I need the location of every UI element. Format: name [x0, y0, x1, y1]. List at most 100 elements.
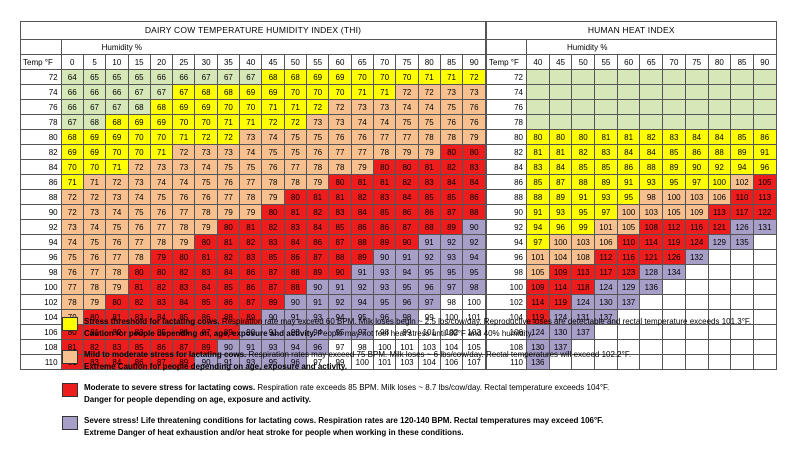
- thi-value-cell: 76: [105, 234, 129, 250]
- thi-value-cell: 91: [395, 249, 419, 265]
- thi-humidity-header: 75: [395, 54, 419, 70]
- thi-value-cell: 73: [372, 99, 397, 115]
- thi-corner: [20, 39, 62, 55]
- thi-value-cell: 80: [127, 264, 151, 280]
- thi-value-cell: 84: [105, 354, 129, 370]
- thi-value-cell: 70: [105, 144, 129, 160]
- hhi-humidity-header: 60: [616, 54, 641, 70]
- hhi-value-cell: 81: [594, 129, 618, 145]
- hhi-value-cell: 90: [684, 159, 709, 175]
- hhi-value-cell: 91: [616, 174, 641, 190]
- thi-value-cell: 90: [372, 249, 397, 265]
- thi-value-cell: 82: [306, 204, 330, 220]
- table-row: 110 136: [486, 354, 777, 370]
- thi-value-cell: 68: [216, 84, 241, 100]
- legend-line2: Danger for people depending on age, expo…: [84, 395, 312, 404]
- hhi-value-cell: [684, 114, 709, 130]
- hhi-value-cell: 122: [752, 204, 777, 220]
- hhi-value-cell: [707, 279, 732, 295]
- thi-value-cell: 69: [105, 129, 129, 145]
- hhi-value-cell: 101: [594, 219, 618, 235]
- thi-value-cell: 69: [328, 69, 352, 85]
- hhi-value-cell: 86: [684, 144, 709, 160]
- hhi-value-cell: [752, 324, 777, 340]
- hhi-humidity-header: 80: [707, 54, 732, 70]
- thi-value-cell: 88: [417, 219, 441, 235]
- thi-temp-cell: 94: [20, 234, 62, 250]
- table-row: 88 88 89 91 93 95 98 100 103 106 110 113: [486, 189, 777, 205]
- thi-value-cell: 79: [172, 234, 196, 250]
- hhi-value-cell: 85: [730, 129, 754, 145]
- thi-value-cell: 82: [395, 174, 419, 190]
- thi-value-cell: 68: [283, 69, 308, 85]
- thi-humidity-header: 35: [216, 54, 241, 70]
- hhi-temp-cell: 80: [486, 129, 527, 145]
- thi-value-cell: 66: [82, 84, 107, 100]
- thi-value-cell: 85: [127, 339, 151, 355]
- table-row: 72: [486, 69, 777, 85]
- legend-item-moderate: Moderate to severe stress for lactating …: [62, 382, 782, 412]
- table-row: 102 114 119 124 130 137: [486, 294, 777, 310]
- thi-temp-cell: 78: [20, 114, 62, 130]
- thi-value-cell: 72: [60, 204, 84, 220]
- hhi-value-cell: 100: [707, 174, 732, 190]
- thi-value-cell: 80: [372, 159, 397, 175]
- hhi-header-row: Temp °F 40 45 50 55 60 65 70 75 80 85 90: [486, 54, 777, 70]
- thi-humidity-header: 20: [149, 54, 174, 70]
- hhi-value-cell: 135: [730, 234, 754, 250]
- thi-value-cell: 91: [239, 339, 263, 355]
- hhi-value-cell: 81: [616, 129, 641, 145]
- hhi-value-cell: 89: [730, 144, 754, 160]
- hhi-temp-cell: 74: [486, 84, 527, 100]
- thi-value-cell: 95: [372, 294, 397, 310]
- hhi-value-cell: [707, 249, 732, 265]
- hhi-value-cell: [526, 114, 550, 130]
- hhi-value-cell: [707, 324, 732, 340]
- thi-value-cell: 79: [239, 204, 263, 220]
- thi-value-cell: 80: [462, 144, 486, 160]
- hhi-value-cell: 124: [594, 279, 618, 295]
- hhi-temp-cell: 104: [486, 309, 527, 325]
- hhi-table: HUMAN HEAT INDEX Humidity % Temp °F 40 45 5…: [486, 21, 777, 370]
- hhi-value-cell: [662, 294, 686, 310]
- hhi-value-cell: [730, 99, 754, 115]
- thi-value-cell: 89: [261, 294, 285, 310]
- thi-value-cell: 71: [350, 84, 374, 100]
- thi-value-cell: 91: [417, 234, 441, 250]
- hhi-value-cell: [730, 249, 754, 265]
- hhi-value-cell: 92: [707, 159, 732, 175]
- thi-value-cell: 74: [350, 114, 374, 130]
- thi-temp-cell: 104: [20, 309, 62, 325]
- thi-value-cell: 94: [328, 309, 352, 325]
- thi-value-cell: 76: [328, 129, 352, 145]
- thi-value-cell: 74: [194, 159, 218, 175]
- thi-value-cell: 92: [350, 279, 374, 295]
- thi-value-cell: 73: [172, 159, 196, 175]
- thi-value-cell: 86: [417, 204, 441, 220]
- table-row: 74: [486, 84, 777, 100]
- hhi-value-cell: [639, 324, 664, 340]
- thi-humidity-label: Humidity %: [60, 39, 487, 55]
- hhi-value-cell: 124: [571, 294, 596, 310]
- legend-line1: Mild to moderate stress for lactating co…: [84, 350, 632, 359]
- thi-humidity-header: 25: [172, 54, 196, 70]
- thi-value-cell: 78: [306, 159, 330, 175]
- hhi-temp-cell: 82: [486, 144, 527, 160]
- hhi-value-cell: 97: [684, 174, 709, 190]
- thi-value-cell: 86: [395, 204, 419, 220]
- legend-swatch-red: [62, 383, 78, 397]
- hhi-value-cell: 94: [730, 159, 754, 175]
- thi-value-cell: 70: [395, 69, 419, 85]
- table-row: 104 119 124 131 137: [486, 309, 777, 325]
- thi-value-cell: 82: [172, 264, 196, 280]
- thi-value-cell: 82: [105, 324, 129, 340]
- thi-value-cell: 89: [172, 354, 196, 370]
- hhi-value-cell: 84: [707, 129, 732, 145]
- hhi-value-cell: 82: [571, 144, 596, 160]
- thi-value-cell: 71: [261, 99, 285, 115]
- thi-title: DAIRY COW TEMPERATURE HUMIDITY INDEX (TH…: [20, 21, 486, 40]
- thi-value-cell: 90: [216, 339, 241, 355]
- table-row: 100 77 78 79 81 82 83 84 85 86 87 88 90 91 92 93 95 96 97 9…: [20, 279, 486, 295]
- thi-value-cell: 76: [127, 219, 151, 235]
- hhi-value-cell: 126: [730, 219, 754, 235]
